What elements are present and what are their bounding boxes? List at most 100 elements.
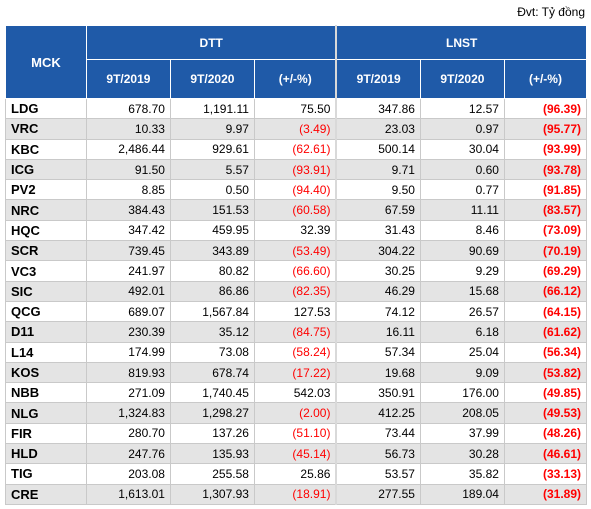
cell-lnst-2019: 56.73: [335, 443, 421, 465]
header-mck: MCK: [5, 25, 87, 99]
cell-lnst-change: (46.61): [503, 443, 588, 465]
cell-ticker: QCG: [5, 300, 87, 323]
cell-dtt-2019: 247.76: [85, 443, 171, 465]
cell-lnst-change: (69.29): [503, 260, 588, 282]
cell-dtt-change: 127.53: [253, 300, 337, 323]
cell-ticker: VC3: [5, 260, 87, 282]
subheader-lnst-change: (+/-%): [503, 59, 588, 99]
cell-lnst-2019: 347.86: [335, 97, 421, 120]
cell-ticker: NBB: [5, 382, 87, 404]
cell-dtt-change: (82.35): [253, 280, 337, 302]
cell-ticker: ICG: [5, 158, 87, 181]
cell-lnst-change: (70.19): [503, 240, 588, 262]
cell-lnst-2019: 9.71: [335, 158, 421, 181]
cell-dtt-change: (2.00): [253, 402, 337, 424]
cell-lnst-change: (56.34): [503, 341, 588, 363]
cell-lnst-change: (83.57): [503, 199, 588, 221]
cell-lnst-2019: 9.50: [335, 179, 421, 201]
cell-lnst-change: (64.15): [503, 300, 588, 323]
table-row: CRE 1,613.01 1,307.93 (18.91) 277.55 189.04 (3…: [5, 483, 588, 505]
table-row: HQC 347.42 459.95 32.39 31.43 8.46 (73.09): [5, 219, 588, 242]
cell-ticker: HLD: [5, 443, 87, 465]
header-dtt: DTT: [85, 25, 337, 60]
cell-lnst-2019: 500.14: [335, 138, 421, 160]
cell-ticker: KOS: [5, 361, 87, 384]
cell-lnst-change: (95.77): [503, 118, 588, 140]
table-row: SIC 492.01 86.86 (82.35) 46.29 15.68 (66.12): [5, 280, 588, 302]
cell-dtt-change: (3.49): [253, 118, 337, 140]
cell-dtt-change: (60.58): [253, 199, 337, 221]
cell-lnst-change: (49.85): [503, 382, 588, 404]
cell-dtt-change: (53.49): [253, 240, 337, 262]
table-row: VC3 241.97 80.82 (66.60) 30.25 9.29 (69.29): [5, 260, 588, 282]
cell-dtt-change: (93.91): [253, 158, 337, 181]
table-row: NRC 384.43 151.53 (60.58) 67.59 11.11 (83.57): [5, 199, 588, 221]
table-row: HLD 247.76 135.93 (45.14) 56.73 30.28 (46.61): [5, 443, 588, 465]
cell-lnst-2019: 30.25: [335, 260, 421, 282]
cell-dtt-change: (62.61): [253, 138, 337, 160]
cell-lnst-2019: 350.91: [335, 382, 421, 404]
cell-lnst-2020: 8.46: [419, 219, 505, 242]
subheader-lnst-2020: 9T/2020: [419, 59, 505, 99]
cell-dtt-change: 32.39: [253, 219, 337, 242]
cell-lnst-2020: 35.82: [419, 463, 505, 485]
cell-dtt-2020: 1,567.84: [169, 300, 255, 323]
cell-dtt-change: (84.75): [253, 321, 337, 343]
cell-lnst-2019: 53.57: [335, 463, 421, 485]
subheader-dtt-2019: 9T/2019: [85, 59, 171, 99]
table-row: TIG 203.08 255.58 25.86 53.57 35.82 (33.13): [5, 463, 588, 485]
cell-dtt-2019: 10.33: [85, 118, 171, 140]
cell-lnst-2020: 189.04: [419, 483, 505, 505]
cell-lnst-2019: 23.03: [335, 118, 421, 140]
cell-dtt-2020: 459.95: [169, 219, 255, 242]
cell-lnst-change: (49.53): [503, 402, 588, 424]
table-row: SCR 739.45 343.89 (53.49) 304.22 90.69 (70.19): [5, 240, 588, 262]
cell-lnst-change: (96.39): [503, 97, 588, 120]
cell-ticker: SIC: [5, 280, 87, 302]
table-row: VRC 10.33 9.97 (3.49) 23.03 0.97 (95.77): [5, 118, 588, 140]
cell-lnst-2019: 74.12: [335, 300, 421, 323]
cell-dtt-change: (45.14): [253, 443, 337, 465]
cell-lnst-change: (31.89): [503, 483, 588, 505]
cell-ticker: L14: [5, 341, 87, 363]
cell-lnst-2019: 31.43: [335, 219, 421, 242]
cell-dtt-2019: 8.85: [85, 179, 171, 201]
cell-lnst-2019: 46.29: [335, 280, 421, 302]
cell-ticker: CRE: [5, 483, 87, 505]
cell-dtt-change: (17.22): [253, 361, 337, 384]
cell-lnst-2019: 16.11: [335, 321, 421, 343]
cell-lnst-change: (91.85): [503, 179, 588, 201]
cell-lnst-2019: 304.22: [335, 240, 421, 262]
cell-lnst-2020: 12.57: [419, 97, 505, 120]
cell-ticker: NLG: [5, 402, 87, 424]
cell-dtt-2019: 280.70: [85, 422, 171, 445]
cell-dtt-2020: 1,191.11: [169, 97, 255, 120]
unit-note: Đvt: Tỷ đồng: [517, 5, 585, 19]
cell-dtt-2019: 91.50: [85, 158, 171, 181]
cell-ticker: TIG: [5, 463, 87, 485]
cell-lnst-2020: 37.99: [419, 422, 505, 445]
cell-dtt-2019: 203.08: [85, 463, 171, 485]
cell-lnst-2020: 25.04: [419, 341, 505, 363]
cell-lnst-change: (66.12): [503, 280, 588, 302]
cell-ticker: PV2: [5, 179, 87, 201]
cell-dtt-2020: 1,307.93: [169, 483, 255, 505]
table-row: LDG 678.70 1,191.11 75.50 347.86 12.57 (96.39): [5, 97, 588, 120]
cell-dtt-2019: 241.97: [85, 260, 171, 282]
cell-lnst-2020: 0.60: [419, 158, 505, 181]
table-row: QCG 689.07 1,567.84 127.53 74.12 26.57 (64.15): [5, 300, 588, 323]
financial-table: MCK DTT LNST 9T/2019 9T/2020 (+/-%) 9T/2…: [5, 25, 588, 505]
cell-lnst-2020: 6.18: [419, 321, 505, 343]
cell-dtt-2020: 137.26: [169, 422, 255, 445]
cell-lnst-2020: 9.29: [419, 260, 505, 282]
cell-dtt-2019: 678.70: [85, 97, 171, 120]
cell-dtt-change: (66.60): [253, 260, 337, 282]
cell-dtt-2019: 492.01: [85, 280, 171, 302]
cell-dtt-2020: 678.74: [169, 361, 255, 384]
cell-lnst-change: (61.62): [503, 321, 588, 343]
cell-dtt-2019: 347.42: [85, 219, 171, 242]
cell-lnst-2019: 67.59: [335, 199, 421, 221]
cell-lnst-change: (93.99): [503, 138, 588, 160]
cell-dtt-2020: 151.53: [169, 199, 255, 221]
subheader-lnst-2019: 9T/2019: [335, 59, 421, 99]
